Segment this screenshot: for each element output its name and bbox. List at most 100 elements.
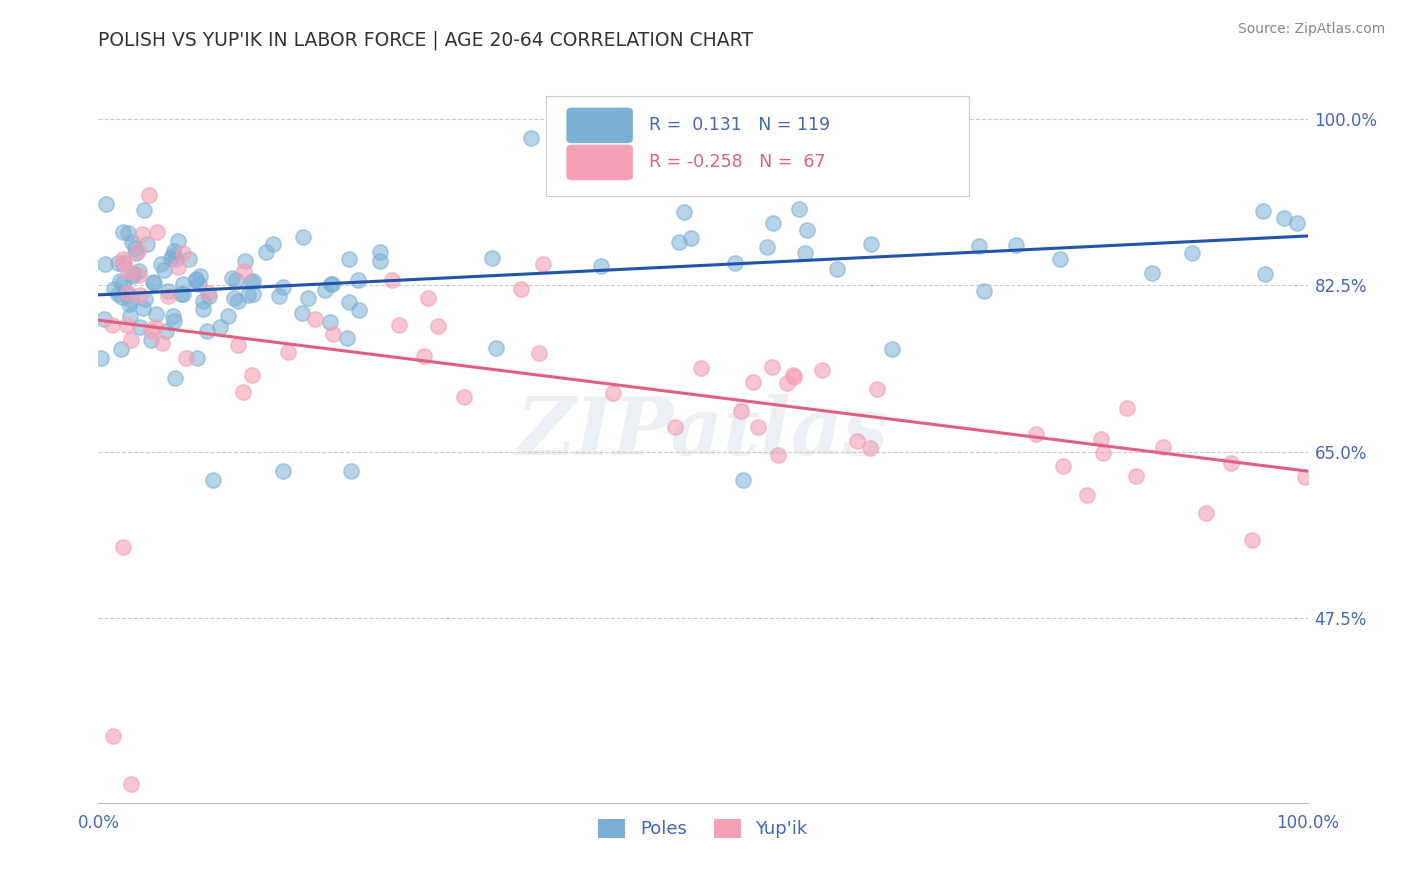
- Point: [291, 306, 314, 320]
- Text: ZIPatlas: ZIPatlas: [517, 394, 889, 471]
- Point: [166, 252, 188, 266]
- Point: [453, 390, 475, 404]
- Point: [117, 264, 139, 278]
- Point: [337, 295, 360, 310]
- Point: [186, 273, 208, 287]
- Point: [145, 307, 167, 321]
- Point: [679, 230, 702, 244]
- Point: [882, 342, 904, 356]
- Point: [156, 285, 179, 299]
- Point: [1254, 267, 1277, 281]
- Point: [172, 287, 194, 301]
- Point: [163, 244, 186, 258]
- Point: [825, 262, 848, 277]
- Point: [1025, 427, 1047, 442]
- Point: [426, 318, 449, 333]
- Point: [118, 309, 141, 323]
- Point: [761, 359, 783, 374]
- Point: [162, 248, 184, 262]
- Point: [236, 288, 259, 302]
- Point: [167, 234, 190, 248]
- Text: Source: ZipAtlas.com: Source: ZipAtlas.com: [1237, 22, 1385, 37]
- Point: [174, 351, 197, 365]
- Point: [188, 277, 211, 292]
- Point: [271, 464, 294, 478]
- Point: [254, 244, 277, 259]
- Point: [112, 258, 135, 272]
- Point: [1241, 533, 1264, 548]
- Point: [132, 301, 155, 315]
- Text: R = -0.258   N =  67: R = -0.258 N = 67: [648, 153, 825, 171]
- FancyBboxPatch shape: [567, 145, 633, 180]
- Point: [242, 286, 264, 301]
- Point: [202, 473, 225, 487]
- Point: [136, 236, 159, 251]
- Point: [1052, 459, 1074, 474]
- Point: [589, 259, 612, 273]
- Point: [347, 303, 370, 318]
- Point: [121, 235, 143, 249]
- Point: [222, 292, 245, 306]
- Point: [143, 276, 166, 290]
- Point: [277, 345, 299, 359]
- Point: [197, 286, 219, 301]
- Point: [134, 202, 156, 217]
- Point: [1049, 252, 1071, 267]
- Point: [163, 371, 186, 385]
- Point: [101, 730, 124, 744]
- Point: [150, 335, 173, 350]
- Point: [155, 324, 177, 338]
- Point: [747, 420, 769, 434]
- Point: [846, 434, 869, 448]
- Point: [388, 318, 411, 332]
- Point: [304, 312, 326, 326]
- Point: [673, 204, 696, 219]
- Point: [93, 312, 115, 326]
- Point: [269, 289, 291, 303]
- Point: [120, 777, 142, 791]
- Point: [111, 540, 134, 554]
- Point: [111, 276, 134, 290]
- Point: [110, 342, 132, 356]
- Point: [314, 283, 336, 297]
- Point: [124, 241, 146, 255]
- Point: [776, 376, 799, 391]
- Point: [1294, 470, 1316, 484]
- Point: [125, 246, 148, 260]
- Point: [484, 341, 506, 355]
- Point: [481, 252, 503, 266]
- Point: [782, 368, 804, 383]
- Point: [186, 351, 208, 365]
- Point: [337, 252, 360, 266]
- Point: [1116, 401, 1139, 416]
- Point: [1272, 211, 1295, 226]
- Point: [796, 222, 818, 236]
- Point: [163, 314, 186, 328]
- Point: [240, 368, 263, 383]
- Point: [134, 292, 156, 306]
- Point: [120, 293, 142, 308]
- Point: [112, 254, 135, 268]
- Point: [142, 275, 165, 289]
- Point: [664, 420, 686, 434]
- Point: [115, 318, 138, 333]
- Point: [217, 310, 239, 324]
- Point: [810, 362, 832, 376]
- Point: [370, 254, 392, 268]
- Point: [129, 288, 152, 302]
- Point: [1076, 488, 1098, 502]
- Point: [118, 296, 141, 310]
- Point: [690, 360, 713, 375]
- Legend: Poles, Yup'ik: Poles, Yup'ik: [591, 812, 815, 846]
- Point: [172, 245, 194, 260]
- Point: [101, 318, 124, 333]
- Point: [191, 302, 214, 317]
- Point: [143, 320, 166, 334]
- Point: [297, 292, 319, 306]
- Point: [128, 268, 150, 282]
- Point: [787, 202, 810, 216]
- Point: [226, 337, 249, 351]
- Point: [336, 331, 359, 345]
- Point: [967, 239, 990, 253]
- Point: [271, 279, 294, 293]
